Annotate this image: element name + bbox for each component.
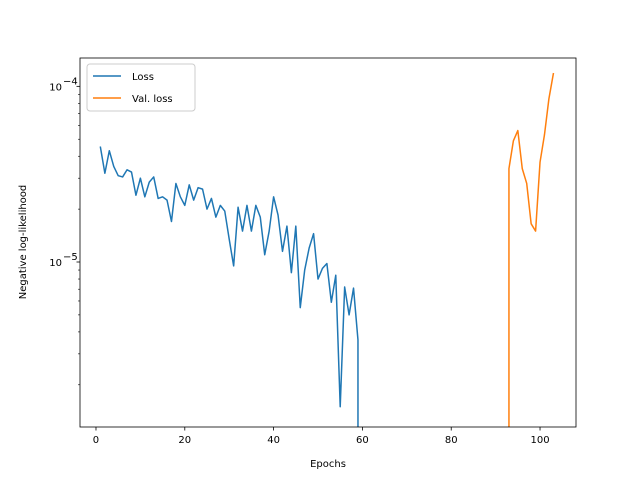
- legend-label-val-loss: Val. loss: [132, 94, 173, 105]
- series-line-val-loss: [508, 72, 555, 427]
- y-tick-label: 10: [49, 258, 62, 269]
- series-line-loss: [99, 146, 359, 427]
- y-tick-label: 10: [49, 82, 62, 93]
- legend: Loss Val. loss: [86, 63, 196, 112]
- x-tick-label: 40: [267, 435, 280, 446]
- series-layer: [99, 72, 555, 427]
- y-tick-exponent: −4: [63, 76, 78, 87]
- plot-frame: [79, 57, 577, 428]
- x-tick-label: 20: [178, 435, 191, 446]
- x-tick-label: 80: [445, 435, 458, 446]
- y-axis: 10−510−4: [49, 76, 80, 386]
- y-tick-exponent: −5: [63, 252, 78, 263]
- x-axis-label: Epochs: [310, 459, 346, 470]
- x-tick-label: 100: [530, 435, 549, 446]
- x-tick-label: 60: [356, 435, 369, 446]
- legend-label-loss: Loss: [132, 72, 154, 83]
- y-axis-label: Negative log-likelihood: [18, 185, 29, 300]
- x-axis: 0 20 40 60 80 100: [93, 427, 550, 446]
- x-tick-label: 0: [93, 435, 99, 446]
